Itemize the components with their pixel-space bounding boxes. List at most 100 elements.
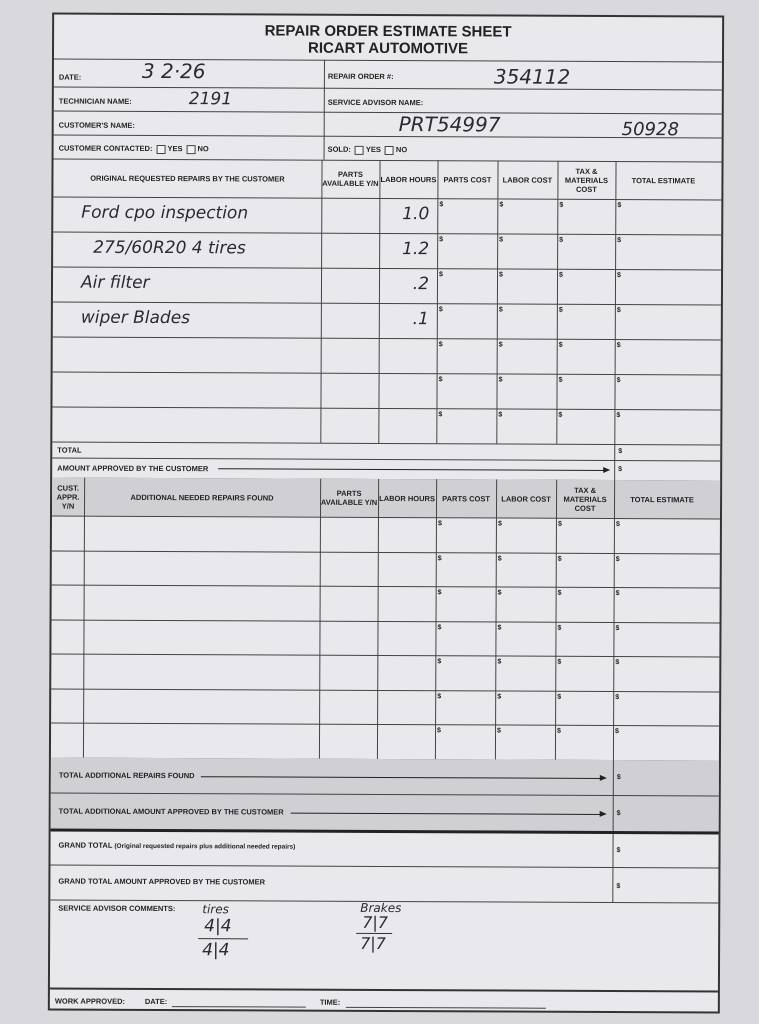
currency-symbol: $ [498, 411, 503, 419]
currency-symbol: $ [559, 271, 563, 279]
currency-symbol: $ [618, 448, 623, 456]
ruled-line [52, 336, 721, 341]
contacted-yes-checkbox[interactable] [156, 144, 166, 154]
ruled-line [376, 478, 380, 759]
sold-yes-checkbox[interactable] [354, 145, 364, 155]
labor-hours[interactable]: .2 [412, 274, 430, 295]
customer-value-2[interactable]: 50928 [621, 119, 679, 141]
ruled-line [53, 86, 722, 91]
sold-no-checkbox[interactable] [384, 145, 394, 155]
currency-symbol: $ [617, 202, 622, 210]
additional-repair-row[interactable] [84, 516, 320, 552]
column-header: CUST. APPR. Y/N [56, 483, 80, 511]
additional-total-label: TOTAL ADDITIONAL REPAIRS FOUND [58, 770, 195, 780]
labor-hours[interactable]: .1 [412, 309, 429, 330]
comments-label: SERVICE ADVISOR COMMENTS: [58, 903, 176, 913]
column-header: LABOR COST [502, 175, 553, 185]
column-header: LABOR HOURS [379, 493, 436, 503]
ruled-line [52, 371, 721, 376]
currency-symbol: $ [616, 882, 621, 890]
total-label: TOTAL [57, 445, 82, 455]
ruled-line [52, 301, 721, 306]
column-header: TOTAL ESTIMATE [631, 175, 696, 185]
additional-repair-row[interactable] [83, 723, 319, 759]
currency-symbol: $ [497, 589, 502, 597]
repair-description[interactable]: Air filter [80, 272, 150, 293]
currency-symbol: $ [559, 201, 564, 209]
approved-time-label: TIME: [319, 997, 341, 1007]
additional-repair-row[interactable] [83, 654, 319, 690]
currency-symbol: $ [616, 342, 621, 350]
additional-repair-row[interactable] [84, 585, 320, 621]
customer-value[interactable]: PRT54997 [398, 112, 501, 137]
ruled-line [612, 479, 616, 760]
ruled-line [320, 159, 323, 443]
column-header: PARTS AVAILABLE Y/N [322, 169, 379, 188]
currency-symbol: $ [557, 727, 561, 735]
currency-symbol: $ [615, 728, 619, 736]
no-label: NO [197, 144, 209, 154]
currency-symbol: $ [437, 727, 441, 735]
currency-symbol: $ [438, 306, 443, 314]
approved-time-line[interactable] [345, 1006, 546, 1009]
currency-symbol: $ [559, 236, 564, 244]
column-header: PARTS COST [442, 493, 490, 503]
currency-symbol: $ [615, 659, 620, 667]
grand-total-note: (Original requested repairs plus additio… [114, 842, 296, 851]
ruled-line [434, 479, 438, 759]
currency-symbol: $ [499, 271, 503, 279]
additional-approved-label: TOTAL ADDITIONAL AMOUNT APPROVED BY THE … [58, 806, 284, 817]
currency-symbol: $ [557, 624, 562, 632]
date-value[interactable]: 3 2·26 [141, 58, 206, 84]
repair-description[interactable]: 275/60R20 4 tires [93, 237, 246, 259]
ruled-line [49, 987, 718, 992]
ruled-line [323, 59, 325, 160]
currency-symbol: $ [557, 589, 562, 597]
currency-symbol: $ [499, 236, 504, 244]
form-title: REPAIR ORDER ESTIMATE SHEET [264, 22, 512, 41]
column-header: PARTS AVAILABLE Y/N [320, 488, 378, 507]
column-header: LABOR HOURS [380, 174, 437, 184]
additional-repair-row[interactable] [83, 619, 319, 655]
column-header: TAX & MATERIALS COST [563, 485, 607, 513]
currency-symbol: $ [558, 376, 563, 384]
technician-value[interactable]: 2191 [188, 89, 233, 110]
labor-hours[interactable]: 1.0 [402, 204, 430, 225]
company-name: RICART AUTOMOTIVE [307, 39, 469, 58]
repair-description[interactable]: Ford cpo inspection [81, 202, 249, 224]
contacted-no-checkbox[interactable] [186, 144, 196, 154]
currency-symbol: $ [616, 307, 621, 315]
approved-date-line[interactable] [171, 1005, 306, 1008]
column-header: PARTS COST [443, 174, 492, 184]
currency-symbol: $ [438, 341, 443, 349]
currency-symbol: $ [618, 466, 623, 474]
comment-tires-top: 4|4 [204, 915, 232, 936]
currency-symbol: $ [557, 658, 562, 666]
yes-label: YES [167, 144, 183, 154]
currency-symbol: $ [439, 236, 444, 244]
repair-description[interactable]: wiper Blades [80, 307, 191, 329]
ruled-line [50, 864, 719, 868]
ruled-line [53, 231, 722, 236]
ruled-line [554, 479, 558, 760]
additional-repair-row[interactable] [84, 550, 320, 586]
currency-symbol: $ [615, 624, 620, 632]
repair-order-value[interactable]: 354112 [493, 64, 571, 89]
labor-hours[interactable]: 1.2 [402, 239, 430, 260]
additional-repair-row[interactable] [83, 688, 319, 724]
currency-symbol: $ [497, 727, 501, 735]
comment-brakes-bottom: 7|7 [360, 933, 386, 953]
repair-order-label: REPAIR ORDER #: [327, 71, 394, 82]
date-label: DATE: [58, 72, 82, 82]
currency-symbol: $ [558, 341, 563, 349]
arrow-icon [218, 468, 609, 471]
currency-symbol: $ [437, 623, 442, 631]
currency-symbol: $ [437, 520, 442, 528]
currency-symbol: $ [557, 693, 562, 701]
currency-symbol: $ [615, 521, 620, 529]
amount-approved-label: AMOUNT APPROVED BY THE CUSTOMER [57, 463, 209, 474]
currency-symbol: $ [437, 554, 442, 562]
column-header: ORIGINAL REQUESTED REPAIRS BY THE CUSTOM… [90, 173, 285, 184]
approved-date-label: DATE: [144, 996, 168, 1006]
currency-symbol: $ [438, 411, 443, 419]
